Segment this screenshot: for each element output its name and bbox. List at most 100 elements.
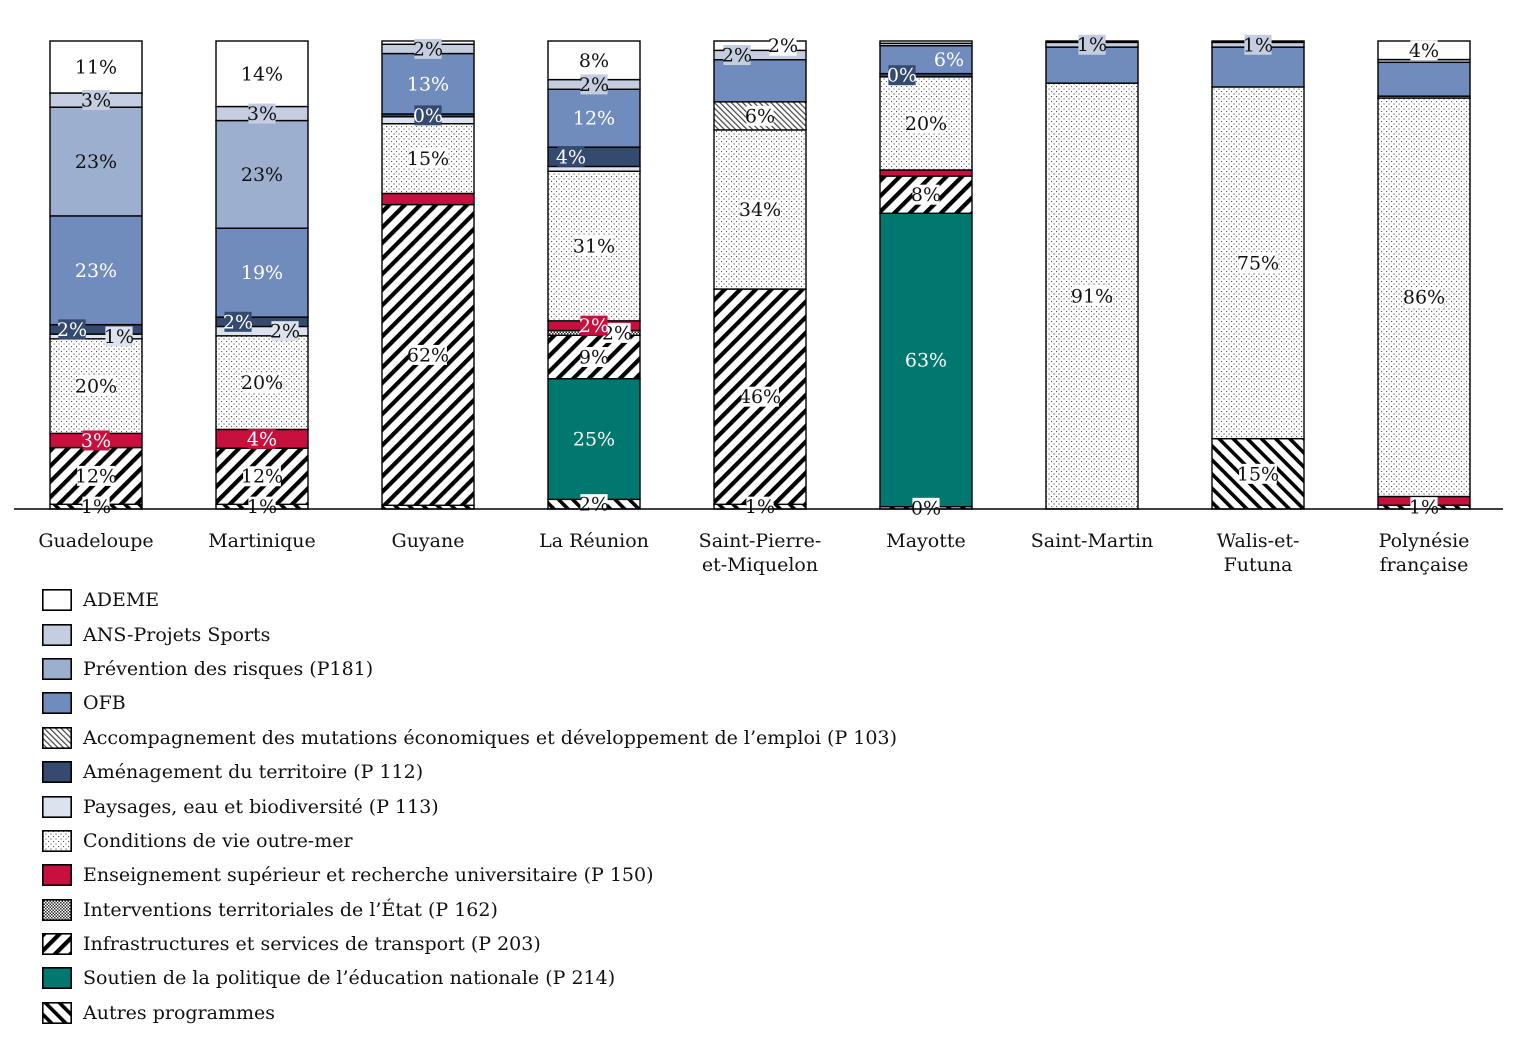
bar-mayotte: 0%63%8%20%0%6%	[879, 40, 973, 519]
data-label-background	[575, 236, 613, 257]
data-label: 2%	[602, 322, 632, 344]
data-label-background	[1410, 497, 1438, 518]
data-label: 20%	[241, 372, 283, 394]
legend-label: Enseignement supérieur et recherche univ…	[83, 864, 654, 887]
legend-swatch	[42, 761, 72, 784]
data-label-background	[82, 430, 110, 451]
data-label-background	[409, 148, 447, 169]
data-label-background	[248, 496, 276, 517]
data-label-background	[888, 65, 916, 86]
data-label-background	[580, 50, 608, 71]
data-label-background	[1405, 287, 1443, 308]
bar-segment-ademe	[879, 40, 973, 45]
data-label-background	[907, 113, 945, 134]
data-label-background	[243, 63, 281, 84]
category-label-mayotte: Mayotte	[886, 530, 965, 552]
legend-item-prevention-des-risques-p181: Prévention des risques (P181)	[42, 652, 897, 686]
data-label: 4%	[247, 428, 277, 450]
data-label: 23%	[75, 260, 117, 282]
data-label: 14%	[241, 63, 283, 85]
data-label: 63%	[905, 349, 947, 371]
category-label-guyane: Guyane	[392, 530, 465, 552]
data-label-background	[1078, 34, 1106, 55]
bar-saint-pierre-et-miquelon: 1% 46% 34% 6% 2% 2%	[713, 35, 807, 518]
data-label-background	[1073, 286, 1111, 307]
data-label: 6%	[934, 49, 964, 71]
data-label-background	[1244, 34, 1272, 55]
bar-segment-ofb	[1377, 61, 1471, 97]
legend-label: Interventions territoriales de l’État (P…	[83, 898, 498, 921]
data-label: 15%	[407, 148, 449, 170]
data-label: 0%	[413, 105, 443, 127]
data-label: 1%	[247, 496, 277, 518]
data-label: 2%	[57, 319, 87, 341]
data-label-background	[580, 74, 608, 95]
legend-label: Infrastructures et services de transport…	[83, 933, 541, 956]
data-label-background	[77, 465, 115, 486]
data-label: 13%	[407, 73, 449, 95]
data-label: 31%	[573, 236, 615, 258]
data-label-background	[248, 103, 276, 124]
legend-swatch	[42, 967, 72, 990]
data-label: 62%	[407, 344, 449, 366]
legend-label: Aménagement du territoire (P 112)	[83, 761, 424, 784]
data-label-background	[1239, 463, 1277, 484]
data-label: 2%	[579, 494, 609, 516]
data-label: 3%	[247, 103, 277, 125]
legend-label: Prévention des risques (P181)	[83, 657, 374, 680]
category-label-saint-martin: Saint-Martin	[1031, 530, 1154, 552]
legend-swatch	[42, 657, 72, 680]
data-label: 2%	[270, 321, 300, 343]
legend-item-enseignement-superieur-et-recherche-universitaire-p-150: Enseignement supérieur et recherche univ…	[42, 858, 897, 892]
data-label-background	[746, 496, 774, 517]
data-label: 8%	[911, 184, 941, 206]
data-label: 2%	[413, 38, 443, 60]
category-label-saint-pierre-et-miquelon: Saint-Pierre-	[699, 530, 822, 552]
data-label: 11%	[75, 57, 117, 79]
bar-segment-ofb	[547, 88, 641, 148]
data-label: 20%	[75, 376, 117, 398]
data-label: 3%	[81, 430, 111, 452]
data-label: 20%	[905, 113, 947, 135]
bar-segment-enseignement-superieur-et-recherche-universitaire-p-150	[381, 192, 475, 206]
data-label: 4%	[1409, 40, 1439, 62]
data-label: 1%	[81, 496, 111, 518]
legend-item-soutien-de-la-politique-de-l-education-nationale-p-214: Soutien de la politique de l’éducation n…	[42, 961, 897, 995]
bar-walis-et-futuna: 15% 75% 1%	[1211, 34, 1305, 510]
legend-swatch	[42, 898, 72, 921]
legend: ADEME ANS-Projets Sports Prévention des ri…	[42, 583, 897, 1030]
data-label-background	[746, 105, 774, 126]
data-label: 4%	[556, 146, 586, 168]
legend-item-interventions-territoriales-de-l-etat-p-162: Interventions territoriales de l’État (P…	[42, 893, 897, 927]
bar-guyane: 62% 15% 0% 13% 2%	[381, 38, 475, 510]
data-label: 25%	[573, 429, 615, 451]
legend-swatch	[42, 623, 72, 646]
data-label-background	[58, 319, 86, 340]
data-label: 19%	[241, 262, 283, 284]
data-label: 2%	[579, 315, 609, 337]
bar-segment-ofb	[381, 52, 475, 115]
bar-segment-conditions-de-vie-outre-mer	[49, 338, 143, 435]
data-label: 1%	[745, 496, 775, 518]
legend-swatch	[42, 795, 72, 818]
data-label-background	[243, 466, 281, 487]
data-label: 2%	[768, 35, 798, 57]
legend-label: Soutien de la politique de l’éducation n…	[83, 967, 616, 990]
data-label: 23%	[75, 151, 117, 173]
legend-swatch	[42, 864, 72, 887]
data-label: 2%	[722, 45, 752, 67]
data-label-background	[248, 428, 276, 449]
data-label-background	[243, 164, 281, 185]
data-label: 86%	[1403, 287, 1445, 309]
data-label: 2%	[223, 311, 253, 333]
data-label: 46%	[739, 386, 781, 408]
data-label: 6%	[745, 105, 775, 127]
legend-item-autres-programmes: Autres programmes	[42, 996, 897, 1030]
legend-label: Paysages, eau et biodiversité (P 113)	[83, 795, 439, 818]
data-label-background	[414, 38, 442, 59]
data-label-background	[580, 315, 608, 336]
data-label-background	[741, 199, 779, 220]
legend-label: Autres programmes	[83, 1001, 275, 1024]
bar-segment-ofb	[49, 215, 143, 326]
legend-item-infrastructures-et-services-de-transport-p-203: Infrastructures et services de transport…	[42, 927, 897, 961]
